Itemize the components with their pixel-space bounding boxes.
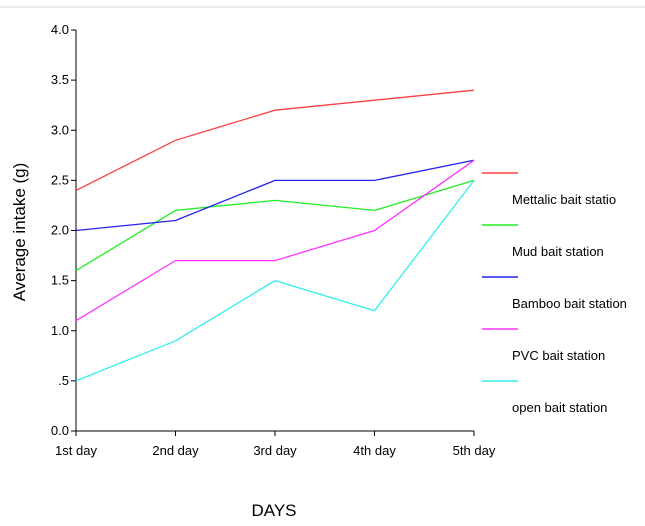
x-tick-label: 5th day — [453, 443, 496, 458]
legend-label: Mud bait station — [512, 244, 604, 259]
series-lines — [75, 89, 475, 382]
legend-label: open bait station — [512, 400, 607, 415]
y-tick-label: .5 — [58, 373, 69, 388]
y-tick-label: 3.0 — [51, 122, 69, 137]
series-line — [75, 180, 475, 382]
legend-label: Mettalic bait statio — [512, 192, 616, 207]
y-tick-label: 2.0 — [51, 223, 69, 238]
y-tick-label: 1.5 — [51, 273, 69, 288]
series-line — [75, 179, 475, 272]
y-tick-label: 1.0 — [51, 323, 69, 338]
y-tick-label: 2.5 — [51, 172, 69, 187]
series-line — [75, 159, 475, 232]
y-axis-title: Average intake (g) — [10, 163, 29, 302]
series-line — [75, 159, 475, 322]
x-tick-label: 2nd day — [152, 443, 199, 458]
x-tick-label: 4th day — [353, 443, 396, 458]
x-axis-title: DAYS — [251, 501, 296, 520]
axes — [75, 30, 474, 432]
y-tick-label: 0.0 — [51, 423, 69, 438]
x-tick-label: 3rd day — [253, 443, 297, 458]
legend-label: Bamboo bait station — [512, 296, 627, 311]
x-tick-label: 1st day — [55, 443, 97, 458]
y-tick-label: 4.0 — [51, 22, 69, 37]
y-tick-label: 3.5 — [51, 72, 69, 87]
legend-label: PVC bait station — [512, 348, 605, 363]
axis-ticks: 0.0 .5 1.0 1.5 2.0 2.5 3.0 3.5 4.0 1st day 2nd day… — [51, 22, 496, 458]
legend: Mettalic bait statio Mud bait station Bamb… — [482, 172, 627, 415]
series-line — [75, 89, 475, 191]
